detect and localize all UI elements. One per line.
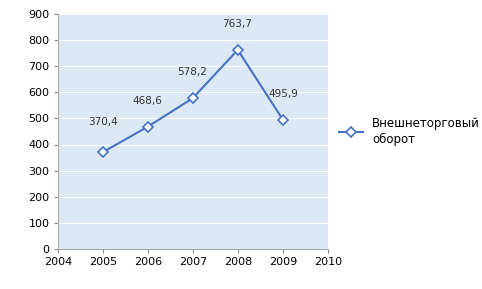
Внешнеторговый
оборот [280,118,286,121]
Legend: Внешнеторговый
оборот: Внешнеторговый оборот [339,117,480,146]
Line: Внешнеторговый
оборот: Внешнеторговый оборот [99,47,286,156]
Внешнеторговый
оборот [100,151,106,154]
Внешнеторговый
оборот [235,48,241,52]
Внешнеторговый
оборот [190,97,196,100]
Text: 763,7: 763,7 [223,19,253,29]
Text: 370,4: 370,4 [88,117,118,127]
Text: 578,2: 578,2 [177,67,207,77]
Внешнеторговый
оборот [145,125,151,128]
Text: 495,9: 495,9 [268,89,298,99]
Text: 468,6: 468,6 [133,96,162,106]
